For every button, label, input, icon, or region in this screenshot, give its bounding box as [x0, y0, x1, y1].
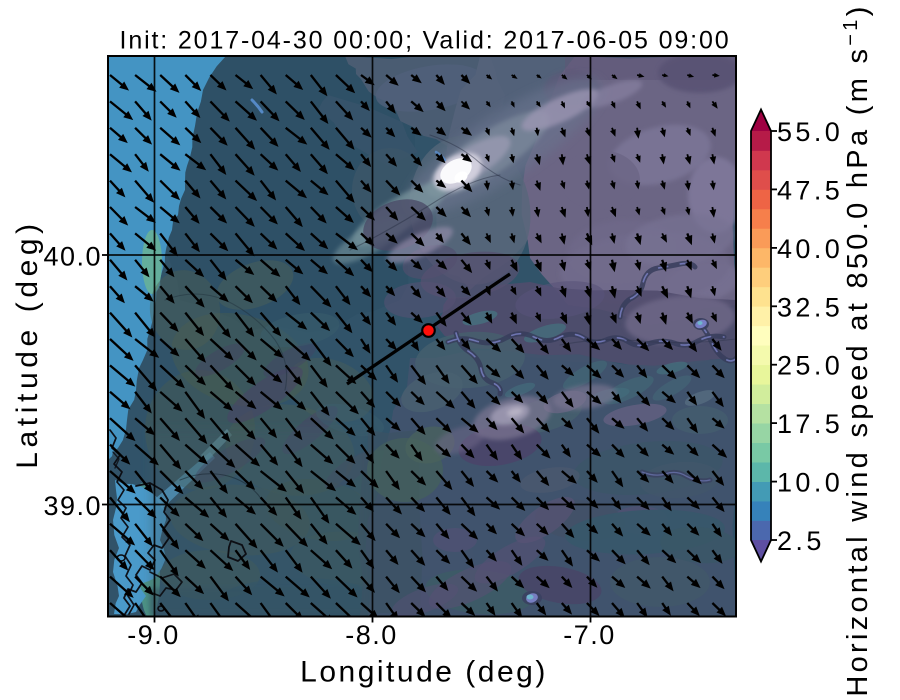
svg-text:40.0: 40.0: [777, 234, 843, 264]
svg-text:10.0: 10.0: [777, 468, 843, 498]
svg-text:47.5: 47.5: [777, 175, 843, 205]
svg-text:2.5: 2.5: [777, 526, 825, 556]
svg-text:-8.0: -8.0: [345, 620, 398, 650]
svg-text:17.5: 17.5: [777, 409, 843, 439]
svg-text:-9.0: -9.0: [127, 620, 180, 650]
svg-text:25.0: 25.0: [777, 351, 843, 381]
svg-text:Horizontal wind speed at 850.0: Horizontal wind speed at 850.0 hPa (m s−…: [840, 3, 874, 696]
svg-text:40.0: 40.0: [43, 242, 102, 272]
svg-text:Init: 2017-04-30 00:00; Valid:: Init: 2017-04-30 00:00; Valid: 2017-06-0…: [120, 27, 731, 55]
svg-text:Longitude (deg): Longitude (deg): [300, 656, 548, 689]
svg-text:32.5: 32.5: [777, 292, 843, 322]
svg-text:39.0: 39.0: [43, 491, 102, 521]
svg-text:Latitude (deg): Latitude (deg): [11, 219, 44, 469]
svg-text:-7.0: -7.0: [563, 620, 616, 650]
svg-text:55.0: 55.0: [777, 117, 843, 147]
